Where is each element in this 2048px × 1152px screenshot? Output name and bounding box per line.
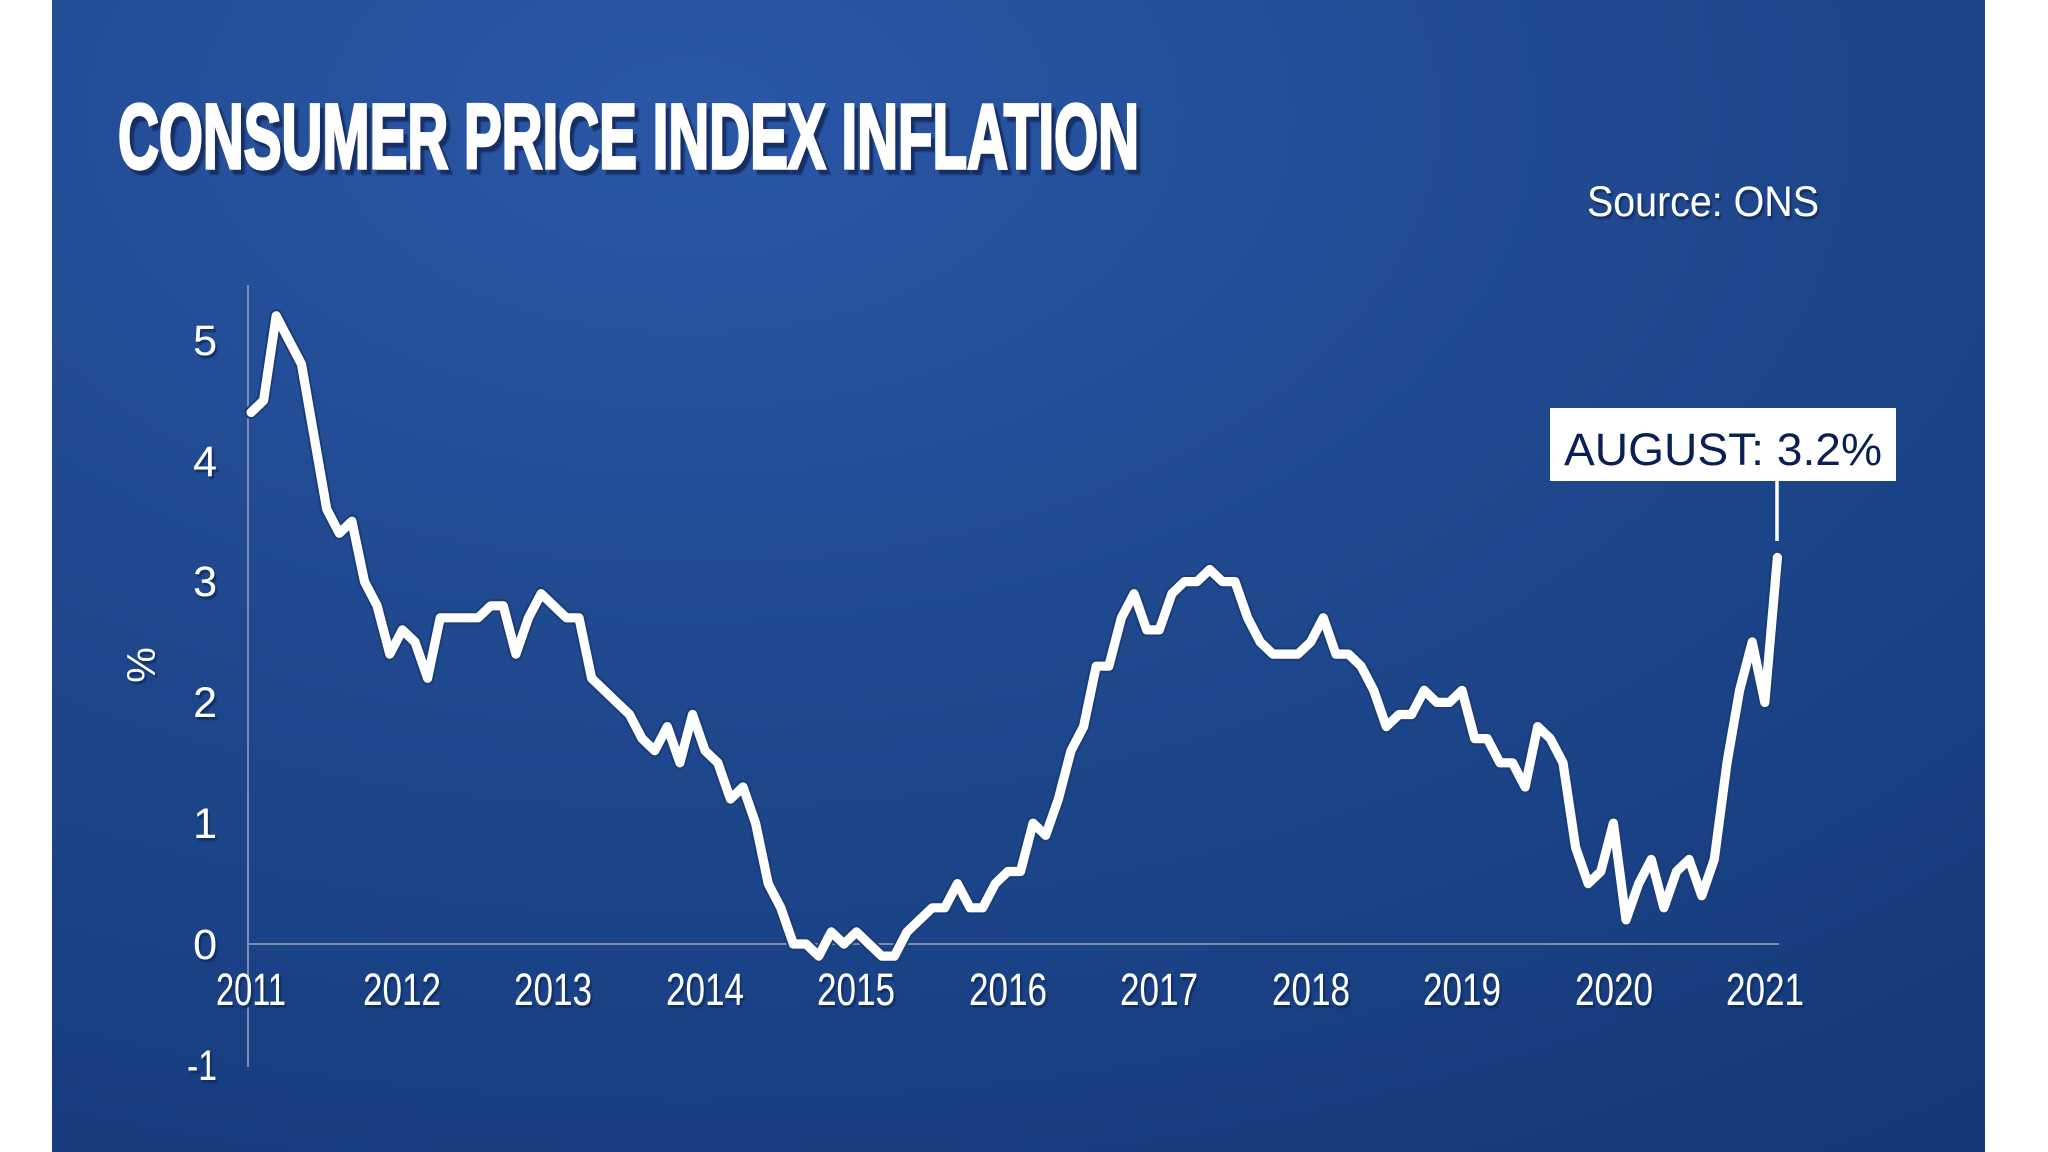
svg-text:2021: 2021 [1726,964,1804,1015]
svg-text:2012: 2012 [363,964,441,1015]
svg-text:3: 3 [193,558,217,606]
svg-text:0: 0 [193,921,217,969]
svg-text:2: 2 [193,679,217,727]
svg-text:5: 5 [193,317,217,365]
svg-text:2017: 2017 [1120,964,1198,1015]
svg-text:2014: 2014 [666,964,744,1015]
svg-text:2018: 2018 [1272,964,1350,1015]
svg-text:Source: ONS: Source: ONS [1587,178,1819,226]
svg-text:2016: 2016 [969,964,1047,1015]
svg-text:%: % [120,647,164,683]
svg-text:4: 4 [193,438,217,486]
svg-text:-1: -1 [187,1042,217,1090]
svg-text:2019: 2019 [1423,964,1501,1015]
svg-text:1: 1 [193,800,217,848]
svg-text:AUGUST: 3.2%: AUGUST: 3.2% [1564,424,1882,475]
svg-text:2013: 2013 [514,964,592,1015]
svg-text:2020: 2020 [1575,964,1653,1015]
svg-text:2011: 2011 [216,964,286,1015]
svg-text:2015: 2015 [817,964,895,1015]
svg-text:CONSUMER PRICE INDEX INFLATION: CONSUMER PRICE INDEX INFLATION [118,86,1139,188]
